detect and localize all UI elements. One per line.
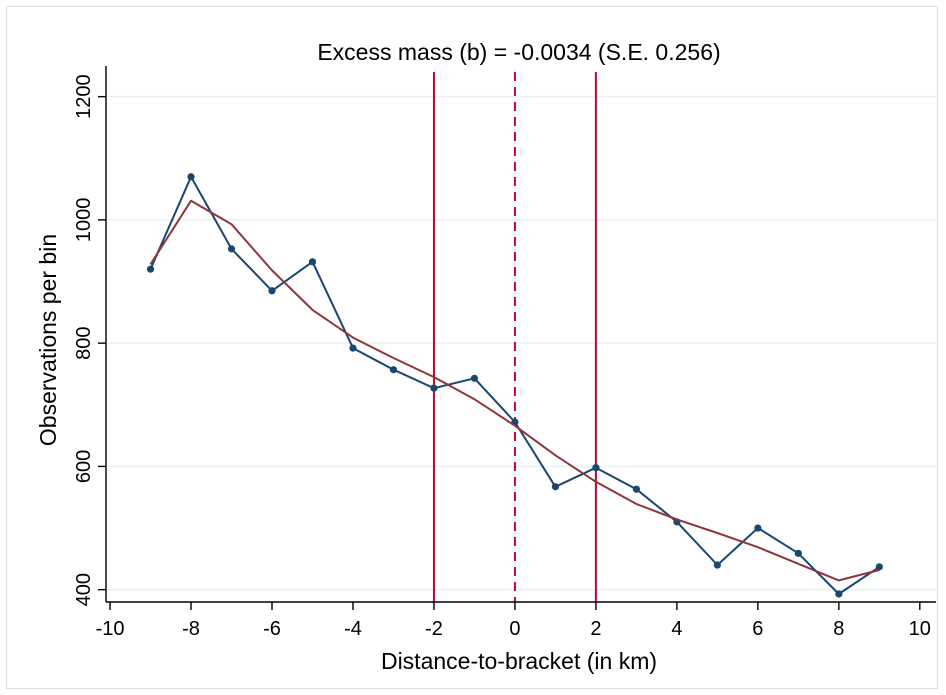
fitted-series-line (149, 199, 880, 582)
observed-point (349, 344, 357, 352)
y-tick-label: 800 (73, 326, 95, 359)
axes: -10 -8 -6 -4 -2 0 2 4 6 8 10 400 600 800 1000 1200 (73, 66, 936, 640)
observed-point (835, 590, 843, 598)
observed-point (875, 563, 883, 571)
x-tick-label: 10 (909, 618, 931, 640)
x-tick-label: 4 (671, 618, 682, 640)
x-tick-label: 6 (752, 618, 763, 640)
observed-point (713, 561, 721, 569)
observed-point (754, 524, 762, 532)
observed-point (470, 374, 479, 382)
observed-point (146, 265, 155, 273)
observed-point (592, 464, 600, 472)
y-axis-label: Observations per bin (35, 234, 61, 446)
observed-point (308, 258, 317, 266)
y-tick-label: 1000 (73, 198, 95, 243)
x-tick-label: -10 (96, 618, 125, 640)
x-tick-label: 2 (590, 618, 601, 640)
observed-point (268, 287, 276, 295)
observed-point (187, 173, 195, 181)
chart-border (6, 6, 938, 689)
x-tick-label: -8 (182, 618, 200, 640)
observed-point (389, 366, 398, 374)
axis-labels: Excess mass (b) = -0.0034 (S.E. 0.256) D… (35, 39, 721, 674)
x-tick-label: -2 (425, 618, 443, 640)
x-tick-label: -4 (344, 618, 362, 640)
reference-lines (432, 72, 597, 602)
series-group (146, 173, 883, 598)
x-axis-label: Distance-to-bracket (in km) (381, 648, 657, 674)
x-tick-label: 0 (509, 618, 520, 640)
y-tick-label: 600 (73, 450, 95, 483)
y-tick-label: 1200 (73, 74, 95, 119)
observed-point (551, 483, 560, 491)
observed-point (632, 485, 640, 493)
observed-point (794, 549, 802, 557)
gridlines (106, 95, 936, 591)
x-tick-label: -6 (263, 618, 281, 640)
x-tick-label: 8 (833, 618, 844, 640)
observed-point (227, 245, 236, 253)
chart-title: Excess mass (b) = -0.0034 (S.E. 0.256) (317, 39, 720, 65)
observed-point (430, 384, 438, 392)
y-tick-label: 400 (73, 573, 95, 606)
